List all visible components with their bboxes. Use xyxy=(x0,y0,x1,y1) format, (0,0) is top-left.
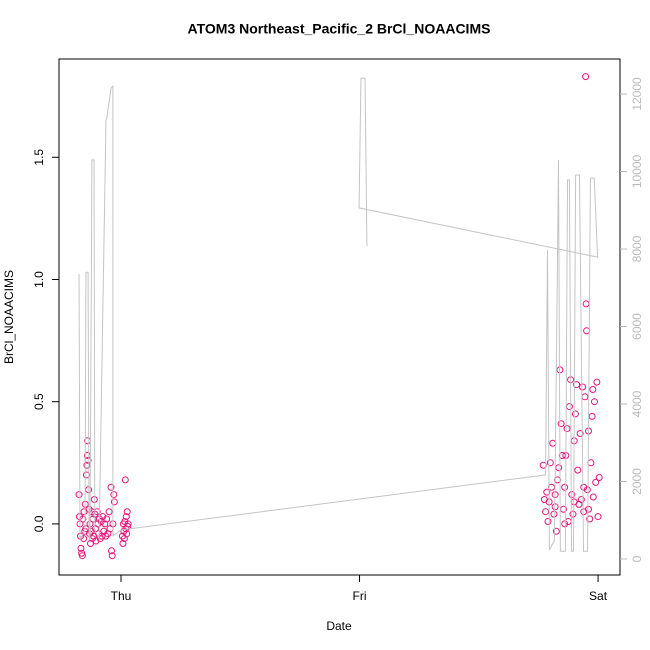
point xyxy=(121,476,129,484)
point xyxy=(587,459,595,467)
point xyxy=(595,473,603,481)
point xyxy=(549,439,557,447)
point xyxy=(107,547,115,555)
y2-tick-label: 10000 xyxy=(630,154,644,188)
point xyxy=(542,508,550,516)
y-tick-label: 0.5 xyxy=(32,393,46,410)
point xyxy=(586,515,594,523)
x-axis-label: Date xyxy=(326,619,352,633)
y-tick-label: 1.0 xyxy=(32,271,46,288)
point xyxy=(107,483,115,491)
point xyxy=(582,73,590,81)
point xyxy=(105,508,113,516)
point xyxy=(557,420,565,428)
point xyxy=(546,459,554,467)
point xyxy=(590,398,598,406)
point xyxy=(123,508,131,516)
point xyxy=(574,466,582,474)
point xyxy=(82,471,90,479)
point xyxy=(123,530,131,538)
x-tick-label: Fri xyxy=(353,589,367,603)
point xyxy=(585,505,593,513)
point xyxy=(589,385,597,393)
point xyxy=(571,410,579,418)
point xyxy=(558,451,566,459)
y2-tick-label: 0 xyxy=(630,555,644,562)
point xyxy=(552,527,560,535)
point xyxy=(580,483,588,491)
point xyxy=(592,478,600,486)
point xyxy=(594,513,602,521)
point xyxy=(75,491,83,499)
x-tick-label: Thu xyxy=(111,589,132,603)
point xyxy=(561,520,569,528)
point xyxy=(110,491,118,499)
point xyxy=(544,517,552,525)
point xyxy=(573,381,581,389)
point xyxy=(103,515,111,523)
point xyxy=(569,510,577,518)
point xyxy=(93,508,101,516)
y2-tick-label: 6000 xyxy=(630,313,644,340)
point xyxy=(77,544,85,552)
point xyxy=(539,461,547,469)
point xyxy=(122,513,130,521)
y-axis-label: BrCl_NOAACIMS xyxy=(2,270,16,364)
y2-tick-label: 4000 xyxy=(630,390,644,417)
point xyxy=(108,552,116,560)
point xyxy=(550,510,558,518)
y2-tick-label: 2000 xyxy=(630,468,644,495)
point xyxy=(561,483,569,491)
point xyxy=(579,383,587,391)
point xyxy=(124,520,132,528)
y-tick-label: 1.5 xyxy=(32,149,46,166)
point xyxy=(565,403,573,411)
point xyxy=(593,378,601,386)
point xyxy=(78,552,86,560)
point xyxy=(589,493,597,501)
point xyxy=(555,464,563,472)
point xyxy=(119,539,127,547)
point xyxy=(577,495,585,503)
point xyxy=(583,327,591,335)
chart-title: ATOM3 Northeast_Pacific_2 BrCl_NOAACIMS xyxy=(188,21,491,37)
point xyxy=(581,393,589,401)
y2-tick-label: 8000 xyxy=(630,235,644,262)
line xyxy=(78,77,599,552)
point xyxy=(588,412,596,420)
point xyxy=(543,488,551,496)
point xyxy=(576,429,584,437)
y-tick-label: 0.0 xyxy=(32,515,46,532)
x-tick-label: Sat xyxy=(589,589,608,603)
y2-tick-label: 12000 xyxy=(630,77,644,111)
plot-frame xyxy=(58,58,621,576)
point xyxy=(582,300,590,308)
point xyxy=(110,498,118,506)
point xyxy=(583,486,591,494)
point xyxy=(568,491,576,499)
point xyxy=(563,425,571,433)
